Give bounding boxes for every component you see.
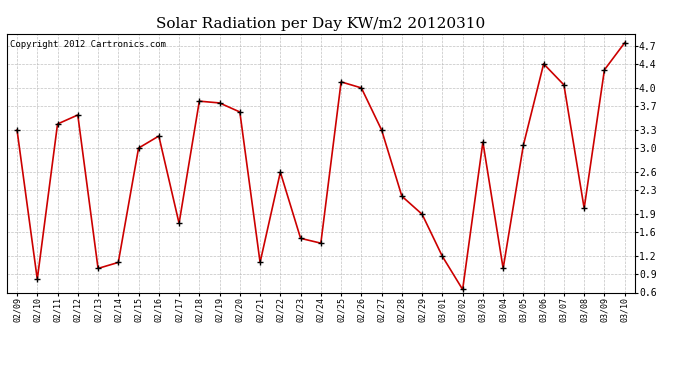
Title: Solar Radiation per Day KW/m2 20120310: Solar Radiation per Day KW/m2 20120310 [156,17,486,31]
Text: Copyright 2012 Cartronics.com: Copyright 2012 Cartronics.com [10,40,166,49]
